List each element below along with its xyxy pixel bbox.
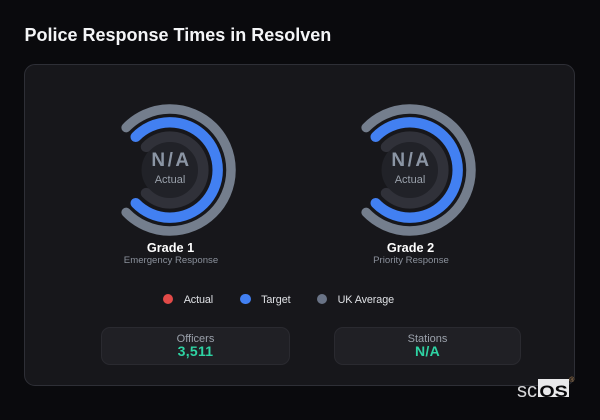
svg-text:Actual: Actual	[155, 174, 186, 186]
svg-text:Actual: Actual	[395, 174, 426, 186]
svg-text:N/A: N/A	[391, 150, 431, 171]
svg-text:N/A: N/A	[151, 150, 191, 171]
